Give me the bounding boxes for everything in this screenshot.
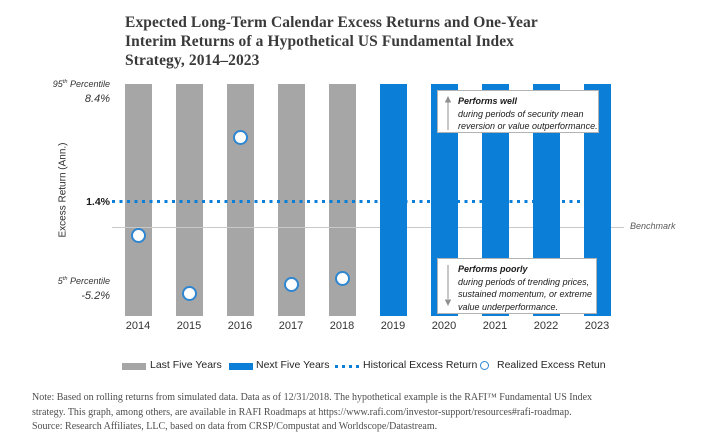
realized-circle-2018	[334, 271, 350, 287]
footnote-line-2: strategy. This graph, among others, are …	[32, 406, 572, 418]
annotation-poorly-text: Performs poorly during periods of trendi…	[458, 263, 592, 313]
x-axis-label-2016: 2016	[227, 320, 253, 332]
annotation-well-line-1: during periods of security mean	[458, 108, 584, 119]
arrow-down-icon	[444, 265, 452, 306]
y-label-historical-value: 1.4%	[86, 196, 110, 208]
annotation-poorly-title: Performs poorly	[458, 264, 528, 274]
legend: Last Five Years Next Five Years Historic…	[0, 356, 720, 376]
bar-2019	[379, 84, 407, 316]
footnote: Note: Based on rolling returns from simu…	[32, 391, 592, 435]
legend-label-historical-excess-return: Historical Excess Return	[363, 359, 478, 371]
legend-swatch-realized-excess-return	[480, 361, 489, 370]
annotation-poorly-line-1: during periods of trending prices,	[458, 276, 590, 287]
legend-swatch-last-five-years	[122, 363, 146, 370]
annotation-performs-poorly: Performs poorly during periods of trendi…	[437, 258, 597, 314]
realized-circle-2016	[232, 129, 248, 145]
x-axis-label-2018: 2018	[329, 320, 355, 332]
footnote-line-1: Note: Based on rolling returns from simu…	[32, 392, 593, 403]
annotation-poorly-line-2: sustained momentum, or extreme	[458, 289, 593, 299]
y-label-5th-value: -5.2%	[81, 290, 110, 302]
realized-circle-2014	[130, 227, 146, 243]
legend-label-next-five-years: Next Five Years	[256, 359, 330, 371]
annotation-well-title: Performs well	[458, 96, 518, 106]
benchmark-line	[112, 227, 624, 228]
annotation-performs-well: Performs well during periods of security…	[437, 90, 599, 133]
x-axis-label-2019: 2019	[380, 320, 406, 332]
x-axis-label-2020: 2020	[431, 320, 457, 332]
x-axis-label-2015: 2015	[176, 320, 202, 332]
page-title: Expected Long-Term Calendar Excess Retur…	[125, 13, 538, 70]
annotation-poorly-line-3: value underperformance.	[458, 301, 559, 312]
y-label-95th-percentile: 95th Percentile	[52, 79, 110, 89]
x-axis-label-2021: 2021	[482, 320, 508, 332]
arrow-up-icon	[444, 96, 452, 130]
x-axis-label-2017: 2017	[278, 320, 304, 332]
historical-excess-return-line	[112, 200, 610, 203]
title-line-3: Strategy, 2014–2023	[125, 52, 260, 69]
x-axis-label-2022: 2022	[533, 320, 559, 332]
annotation-well-text: Performs well during periods of security…	[458, 95, 598, 133]
legend-swatch-next-five-years	[229, 363, 253, 370]
y-label-95th-value: 8.4%	[84, 93, 110, 105]
footnote-line-3: Source: Research Affiliates, LLC, based …	[32, 421, 438, 433]
realized-circle-2015	[181, 286, 197, 302]
y-label-5th-percentile: 5th Percentile	[57, 276, 110, 286]
annotation-well-line-2: reversion or value outperformance.	[458, 121, 598, 131]
legend-label-realized-excess-return: Realized Excess Retun	[497, 359, 606, 371]
realized-circle-2017	[283, 276, 299, 292]
benchmark-label: Benchmark	[630, 221, 676, 231]
x-axis-label-2023: 2023	[584, 320, 610, 332]
title-line-1: Expected Long-Term Calendar Excess Retur…	[125, 14, 538, 31]
x-axis-label-2014: 2014	[125, 320, 151, 332]
title-line-2: Interim Returns of a Hypothetical US Fun…	[125, 33, 515, 50]
legend-label-last-five-years: Last Five Years	[150, 359, 222, 371]
legend-swatch-historical-excess-return	[335, 365, 360, 368]
